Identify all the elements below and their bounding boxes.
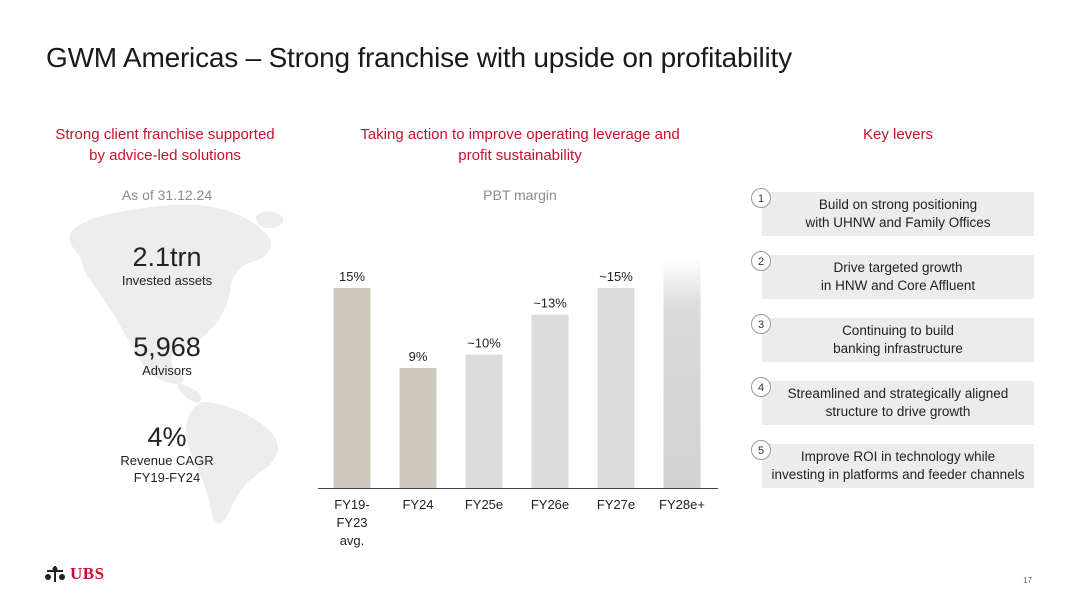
left-column-heading: Strong client franchise supported by adv… bbox=[55, 126, 275, 164]
category-label: FY19-FY23 avg. bbox=[334, 497, 369, 548]
stat-value: 4% bbox=[147, 422, 187, 452]
lever-number-badge: 1 bbox=[751, 188, 771, 208]
data-label: 9% bbox=[409, 349, 428, 364]
data-label: ~13% bbox=[533, 296, 567, 311]
stat-value: 5,968 bbox=[133, 332, 201, 362]
stat-label: Invested assets bbox=[121, 273, 213, 288]
lever-text: Continuing to build banking infrastructu… bbox=[833, 323, 963, 356]
pbt-margin-bar-chart: 15% FY19-FY23 avg. 9% FY24 ~10% FY25e ~13% FY26e… bbox=[318, 258, 718, 548]
data-label: 15% bbox=[339, 269, 365, 284]
lever-5: Improve ROI in technology while investin… bbox=[762, 444, 1034, 488]
middle-column-heading: Taking action to improve operating lever… bbox=[360, 126, 680, 164]
category-label: FY24 bbox=[402, 497, 433, 512]
americas-map-graphic bbox=[69, 204, 284, 524]
page-title: GWM Americas – Strong franchise with ups… bbox=[46, 42, 792, 73]
lever-number-badge: 3 bbox=[751, 314, 771, 334]
stat-label: Revenue CAGR FY19-FY24 bbox=[120, 453, 214, 485]
stat-advisors: 5,968 Advisors bbox=[92, 332, 242, 379]
data-label: ~10% bbox=[467, 336, 501, 351]
lever-3: Continuing to build banking infrastructu… bbox=[762, 318, 1034, 362]
lever-text: Streamlined and strategically aligned st… bbox=[787, 386, 1009, 419]
as-of-date: As of 31.12.24 bbox=[121, 187, 213, 203]
lever-2: Drive targeted growth in HNW and Core Af… bbox=[762, 255, 1034, 299]
bar-1 bbox=[333, 288, 371, 488]
lever-text: Drive targeted growth in HNW and Core Af… bbox=[820, 260, 976, 293]
category-label: FY26e bbox=[531, 497, 569, 512]
chart-subheading: PBT margin bbox=[483, 187, 557, 203]
bar-4 bbox=[531, 314, 569, 488]
stat-invested-assets: 2.1trn Invested assets bbox=[92, 242, 242, 289]
bar-5 bbox=[597, 288, 635, 488]
lever-text: Improve ROI in technology while investin… bbox=[771, 449, 1025, 482]
lever-number-badge: 5 bbox=[751, 440, 771, 460]
category-label: FY25e bbox=[465, 497, 503, 512]
category-label: FY28e+ bbox=[659, 497, 705, 512]
lever-1: Build on strong positioning with UHNW an… bbox=[762, 192, 1034, 236]
bar-6 bbox=[663, 258, 701, 488]
lever-number-badge: 4 bbox=[751, 377, 771, 397]
lever-number-badge: 2 bbox=[751, 251, 771, 271]
category-label: FY27e bbox=[597, 497, 635, 512]
stat-value: 2.1trn bbox=[132, 242, 202, 272]
ubs-logo: UBS bbox=[44, 564, 105, 584]
keys-logo-icon bbox=[45, 566, 65, 582]
lever-4: Streamlined and strategically aligned st… bbox=[762, 381, 1034, 425]
bar-2 bbox=[399, 368, 437, 488]
right-column-heading: Key levers bbox=[862, 126, 934, 143]
bar-3 bbox=[465, 354, 503, 488]
page-number: 17 bbox=[1023, 576, 1032, 585]
lever-text: Build on strong positioning with UHNW an… bbox=[805, 197, 991, 230]
logo-wordmark: UBS bbox=[70, 564, 105, 583]
stat-revenue-cagr: 4% Revenue CAGR FY19-FY24 bbox=[92, 422, 242, 486]
stat-label: Advisors bbox=[142, 363, 192, 378]
data-label: ~15% bbox=[599, 269, 633, 284]
